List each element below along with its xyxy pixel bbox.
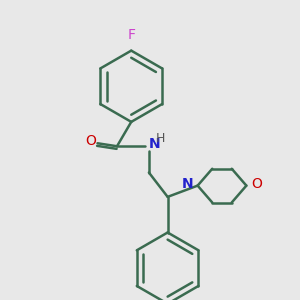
Text: O: O <box>85 134 96 148</box>
Text: N: N <box>182 177 193 191</box>
Text: F: F <box>127 28 135 42</box>
Text: O: O <box>251 177 262 191</box>
Text: H: H <box>156 132 166 145</box>
Text: N: N <box>149 137 161 152</box>
